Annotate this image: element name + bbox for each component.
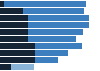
Bar	[28, 15, 90, 21]
Bar	[0, 50, 35, 56]
Bar	[28, 36, 76, 42]
Bar	[35, 43, 82, 49]
Bar	[28, 29, 83, 35]
Bar	[0, 8, 23, 14]
Bar	[23, 8, 84, 14]
Bar	[0, 36, 28, 42]
Bar	[10, 64, 34, 70]
Bar	[0, 22, 28, 28]
Bar	[35, 50, 68, 56]
Bar	[0, 43, 35, 49]
Bar	[28, 22, 90, 28]
Bar	[4, 1, 86, 7]
Bar	[0, 29, 28, 35]
Bar	[0, 15, 28, 21]
Bar	[0, 57, 35, 63]
Bar	[0, 1, 4, 7]
Bar	[35, 57, 58, 63]
Bar	[0, 64, 10, 70]
